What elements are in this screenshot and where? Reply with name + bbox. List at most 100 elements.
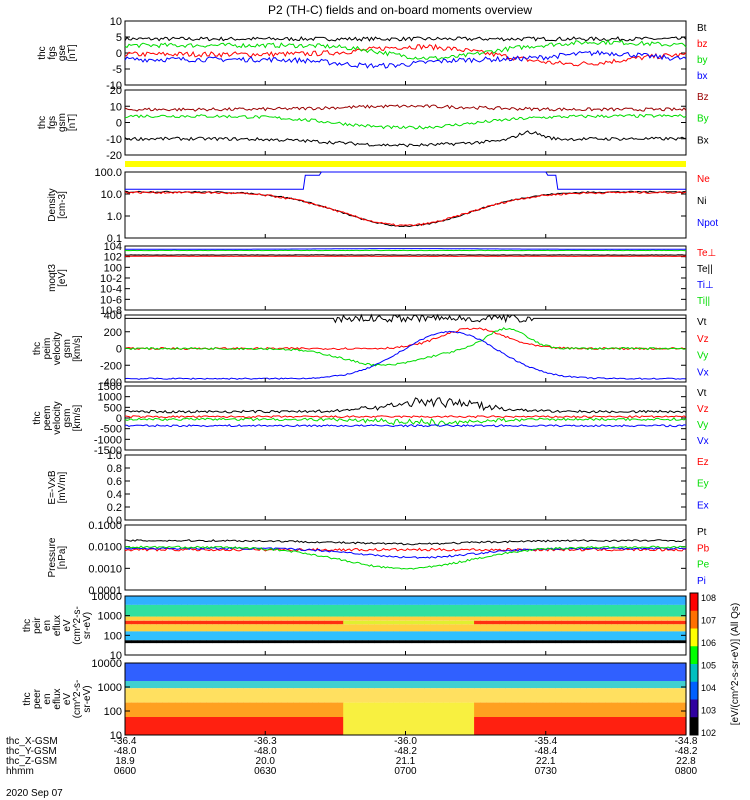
spectrogram-cell bbox=[511, 663, 519, 681]
spectrogram-cell bbox=[156, 640, 163, 644]
spectrogram-cell bbox=[405, 640, 413, 644]
spectrogram-cell bbox=[343, 624, 350, 632]
spectrogram-cell bbox=[424, 631, 431, 641]
series-line-blue bbox=[124, 330, 687, 380]
spectrogram-cell bbox=[661, 640, 668, 644]
series-line-black bbox=[124, 190, 687, 228]
spectrogram-cell bbox=[380, 604, 388, 617]
spectrogram-cell bbox=[648, 616, 656, 621]
y-tick-label: 0.0010 bbox=[88, 563, 122, 575]
y-axis-label: velocity bbox=[52, 332, 63, 365]
spectrogram-cell bbox=[162, 688, 170, 703]
spectrogram-cell bbox=[330, 624, 338, 632]
spectrogram-cell bbox=[654, 688, 662, 703]
spectrogram-cell bbox=[542, 596, 550, 605]
legend-entry: Vt bbox=[697, 317, 707, 328]
spectrogram-cell bbox=[131, 717, 138, 735]
spectrogram-cell bbox=[679, 640, 687, 644]
spectrogram-cell bbox=[617, 681, 625, 689]
spectrogram-cell bbox=[542, 604, 550, 617]
spectrogram-cell bbox=[623, 663, 631, 681]
spectrogram-cell bbox=[467, 596, 475, 605]
legend-entry: Bz bbox=[697, 92, 709, 103]
spectrogram-cell bbox=[623, 702, 631, 717]
spectrogram-cell bbox=[436, 616, 444, 621]
y-tick-label: 0 bbox=[116, 413, 122, 425]
spectrogram-cell bbox=[673, 616, 681, 621]
spectrogram-cell bbox=[336, 616, 344, 621]
spectrogram-cell bbox=[168, 624, 176, 632]
spectrogram-cell bbox=[305, 596, 313, 605]
spectrogram-cell bbox=[262, 640, 269, 644]
spectrogram-cell bbox=[555, 616, 562, 621]
spectrogram-cell bbox=[143, 702, 151, 717]
spectrogram-cell bbox=[224, 604, 232, 617]
ephemeris-value: -34.8 bbox=[675, 736, 698, 747]
colorbar-tick-label: 104 bbox=[701, 683, 716, 693]
spectrogram-cell bbox=[636, 663, 643, 681]
spectrogram-cell bbox=[280, 717, 288, 735]
spectrogram-cell bbox=[312, 688, 319, 703]
spectrogram-cell bbox=[455, 663, 463, 681]
spectrogram-cell bbox=[174, 688, 182, 703]
spectrogram-cell bbox=[287, 596, 294, 605]
spectrogram-cell bbox=[636, 596, 643, 605]
spectrogram-cell bbox=[430, 663, 438, 681]
spectrogram-cell bbox=[586, 643, 594, 655]
spectrogram-cell bbox=[592, 702, 600, 717]
spectrogram-cell bbox=[424, 604, 431, 617]
spectrogram-cell bbox=[206, 624, 213, 632]
spectrogram-cell bbox=[617, 631, 625, 641]
spectrogram-cell bbox=[424, 616, 431, 621]
spectrogram-cell bbox=[287, 663, 294, 681]
spectrogram-cell bbox=[318, 616, 325, 621]
spectrogram-cell bbox=[505, 681, 512, 689]
spectrogram-cell bbox=[181, 643, 188, 655]
legend-entry: Bt bbox=[697, 23, 707, 34]
spectrogram-cell bbox=[374, 688, 382, 703]
spectrogram-cell bbox=[511, 681, 519, 689]
spectrogram-cell bbox=[287, 717, 294, 735]
spectrogram-cell bbox=[499, 702, 506, 717]
spectrogram-cell bbox=[679, 688, 687, 703]
spectrogram-cell bbox=[380, 717, 388, 735]
spectrogram-cell bbox=[580, 624, 587, 632]
spectrogram-cell bbox=[380, 702, 388, 717]
spectrogram-cell bbox=[162, 624, 170, 632]
spectrogram-cell bbox=[212, 663, 220, 681]
spectrogram-cell bbox=[411, 604, 419, 617]
y-tick-label: -5 bbox=[112, 64, 122, 76]
spectrogram-cell bbox=[299, 596, 307, 605]
spectrogram-cell bbox=[573, 702, 581, 717]
spectrogram-cell bbox=[418, 631, 425, 641]
spectrogram-cell bbox=[598, 616, 606, 621]
spectrogram-cell bbox=[305, 663, 313, 681]
spectrogram-cell bbox=[499, 604, 506, 617]
spectrogram-cell bbox=[374, 604, 382, 617]
spectrogram-cell bbox=[206, 640, 213, 644]
spectrogram-cell bbox=[636, 702, 643, 717]
spectrogram-cell bbox=[455, 681, 463, 689]
spectrogram-cell bbox=[430, 596, 438, 605]
y-tick-label: 10 bbox=[110, 16, 122, 28]
spectrogram-cell bbox=[174, 616, 182, 621]
spectrogram-cell bbox=[218, 681, 226, 689]
spectrogram-cell bbox=[262, 620, 269, 625]
spectrogram-cell bbox=[255, 717, 263, 735]
spectrogram-cell bbox=[187, 640, 195, 644]
spectrogram-cell bbox=[131, 596, 138, 605]
spectrogram-cell bbox=[648, 604, 656, 617]
spectrogram-cell bbox=[293, 631, 301, 641]
spectrogram-cell bbox=[280, 688, 288, 703]
spectrogram-cell bbox=[293, 681, 301, 689]
spectrogram-cell bbox=[156, 620, 163, 625]
spectrogram-cell bbox=[293, 640, 301, 644]
spectrogram-cell bbox=[336, 640, 344, 644]
y-tick-label: 0.0001 bbox=[88, 585, 122, 597]
spectrogram-cell bbox=[461, 702, 469, 717]
spectrogram-cell bbox=[343, 681, 350, 689]
spectrogram-cell bbox=[523, 681, 531, 689]
spectrogram-cell bbox=[262, 663, 269, 681]
spectrogram-cell bbox=[642, 640, 650, 644]
